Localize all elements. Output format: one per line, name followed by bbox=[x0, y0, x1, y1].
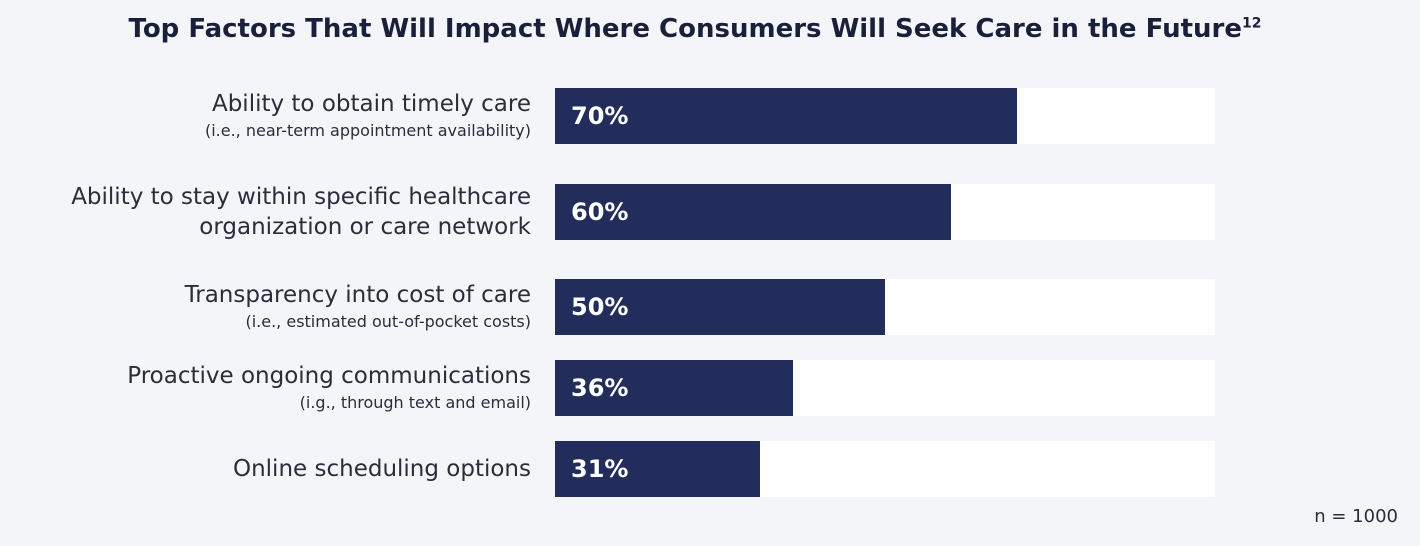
bar-track: 70% bbox=[555, 88, 1215, 144]
value-label: 60% bbox=[571, 198, 629, 226]
category-label-block: Transparency into cost of care (i.e., est… bbox=[71, 280, 531, 334]
bar: 31% bbox=[555, 441, 760, 497]
value-label: 50% bbox=[571, 293, 629, 321]
bar-track: 31% bbox=[555, 441, 1215, 497]
bar-track: 60% bbox=[555, 184, 1215, 240]
footnote: n = 1000 bbox=[1314, 506, 1398, 527]
category-note: (i.g., through text and email) bbox=[299, 393, 531, 412]
category-note: (i.e., estimated out-of-pocket costs) bbox=[245, 312, 531, 331]
category-label-block: Ability to stay within specific healthca… bbox=[71, 182, 531, 242]
chart-title-block: Top Factors That Will Impact Where Consu… bbox=[0, 14, 1390, 44]
category-label: Ability to stay within specific healthca… bbox=[71, 184, 531, 240]
category-label-block: Online scheduling options bbox=[71, 454, 531, 484]
bar: 36% bbox=[555, 360, 793, 416]
bar-track: 36% bbox=[555, 360, 1215, 416]
category-label: Ability to obtain timely care bbox=[211, 91, 531, 117]
value-label: 36% bbox=[571, 374, 629, 402]
bar: 70% bbox=[555, 88, 1017, 144]
category-label: Transparency into cost of care bbox=[184, 282, 531, 308]
category-label: Proactive ongoing communications bbox=[127, 363, 531, 389]
category-note: (i.e., near-term appointment availabilit… bbox=[204, 121, 531, 140]
chart-title: Top Factors That Will Impact Where Consu… bbox=[128, 14, 1242, 44]
category-label-block: Ability to obtain timely care (i.e., near… bbox=[71, 89, 531, 143]
bar: 50% bbox=[555, 279, 885, 335]
bar-track: 50% bbox=[555, 279, 1215, 335]
title-note: 12 bbox=[1241, 15, 1262, 32]
category-label-block: Proactive ongoing communications (i.g., t… bbox=[71, 361, 531, 415]
value-label: 70% bbox=[571, 102, 629, 130]
value-label: 31% bbox=[571, 455, 629, 483]
bar: 60% bbox=[555, 184, 951, 240]
category-label: Online scheduling options bbox=[232, 456, 531, 482]
